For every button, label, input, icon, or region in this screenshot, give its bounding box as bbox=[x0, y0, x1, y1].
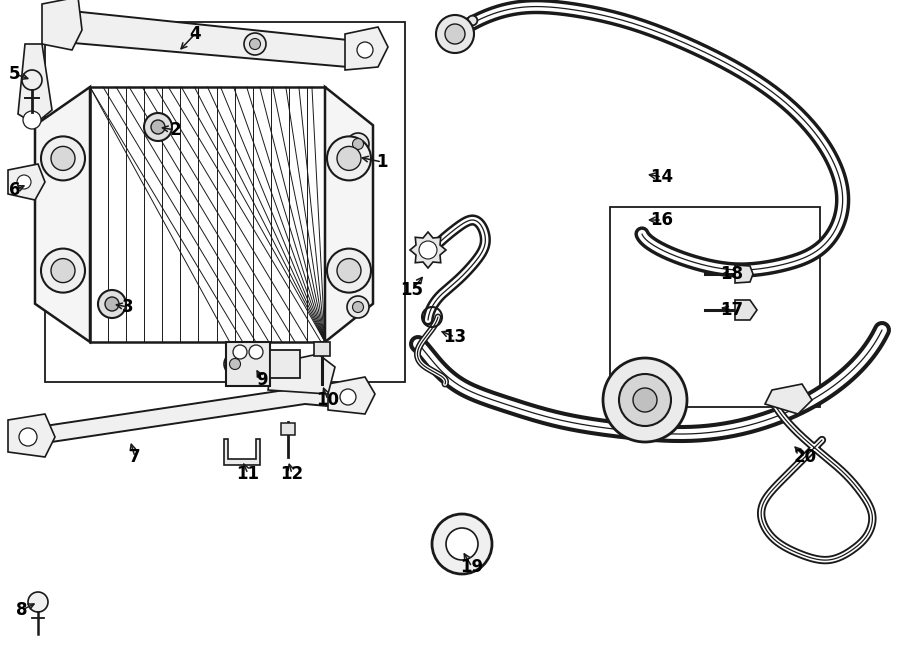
Circle shape bbox=[337, 146, 361, 170]
Circle shape bbox=[353, 138, 364, 150]
Circle shape bbox=[619, 374, 671, 426]
Polygon shape bbox=[328, 377, 375, 414]
Polygon shape bbox=[8, 414, 55, 457]
Circle shape bbox=[327, 249, 371, 293]
Text: 6: 6 bbox=[9, 181, 21, 199]
Circle shape bbox=[337, 259, 361, 283]
Bar bbox=[226, 342, 270, 386]
Circle shape bbox=[327, 136, 371, 181]
Circle shape bbox=[224, 353, 246, 375]
Circle shape bbox=[347, 296, 369, 318]
Circle shape bbox=[41, 136, 85, 181]
Polygon shape bbox=[18, 44, 52, 124]
Polygon shape bbox=[325, 87, 373, 342]
Text: 19: 19 bbox=[461, 558, 483, 576]
Text: 10: 10 bbox=[317, 391, 339, 409]
Circle shape bbox=[98, 290, 126, 318]
Circle shape bbox=[51, 259, 75, 283]
Polygon shape bbox=[224, 439, 260, 465]
Text: 14: 14 bbox=[651, 168, 673, 186]
Text: 2: 2 bbox=[169, 121, 181, 139]
Circle shape bbox=[445, 24, 465, 44]
Polygon shape bbox=[42, 0, 82, 50]
Circle shape bbox=[17, 175, 31, 189]
Circle shape bbox=[357, 42, 373, 58]
Text: 20: 20 bbox=[794, 448, 816, 466]
Circle shape bbox=[633, 388, 657, 412]
Text: 1: 1 bbox=[376, 153, 388, 171]
Polygon shape bbox=[268, 354, 335, 394]
Circle shape bbox=[19, 428, 37, 446]
Polygon shape bbox=[765, 384, 812, 414]
Circle shape bbox=[353, 301, 364, 312]
Circle shape bbox=[249, 38, 260, 50]
Polygon shape bbox=[735, 300, 757, 320]
Polygon shape bbox=[345, 27, 388, 70]
Text: 13: 13 bbox=[444, 328, 466, 346]
Text: 5: 5 bbox=[9, 65, 21, 83]
Circle shape bbox=[340, 389, 356, 405]
Text: 9: 9 bbox=[256, 371, 268, 389]
Polygon shape bbox=[35, 87, 90, 342]
Polygon shape bbox=[8, 164, 45, 200]
Circle shape bbox=[51, 146, 75, 170]
Circle shape bbox=[41, 249, 85, 293]
Circle shape bbox=[22, 70, 42, 90]
Circle shape bbox=[603, 358, 687, 442]
Text: 18: 18 bbox=[721, 265, 743, 283]
Circle shape bbox=[23, 111, 41, 129]
Circle shape bbox=[347, 133, 369, 155]
Circle shape bbox=[419, 241, 437, 259]
Text: 8: 8 bbox=[16, 601, 28, 619]
Text: 4: 4 bbox=[189, 25, 201, 43]
Polygon shape bbox=[735, 265, 753, 283]
Circle shape bbox=[151, 120, 165, 134]
Circle shape bbox=[233, 345, 247, 359]
Text: 15: 15 bbox=[400, 281, 424, 299]
Circle shape bbox=[436, 15, 474, 53]
Text: 12: 12 bbox=[281, 465, 303, 483]
Polygon shape bbox=[48, 10, 358, 67]
Circle shape bbox=[144, 113, 172, 141]
Text: 11: 11 bbox=[237, 465, 259, 483]
Polygon shape bbox=[410, 232, 446, 268]
Text: 3: 3 bbox=[122, 298, 134, 316]
Bar bbox=[610, 207, 820, 407]
Text: 17: 17 bbox=[720, 301, 743, 319]
Bar bbox=[45, 22, 405, 382]
Circle shape bbox=[249, 345, 263, 359]
Polygon shape bbox=[28, 387, 338, 447]
Bar bbox=[90, 87, 325, 342]
Circle shape bbox=[28, 592, 48, 612]
Circle shape bbox=[446, 528, 478, 560]
Bar bbox=[314, 342, 330, 356]
Circle shape bbox=[230, 359, 240, 369]
Circle shape bbox=[432, 514, 492, 574]
Text: 7: 7 bbox=[130, 448, 140, 466]
Text: 16: 16 bbox=[651, 211, 673, 229]
Bar bbox=[281, 423, 295, 435]
Circle shape bbox=[244, 33, 266, 55]
Bar bbox=[270, 350, 300, 378]
Circle shape bbox=[105, 297, 119, 311]
